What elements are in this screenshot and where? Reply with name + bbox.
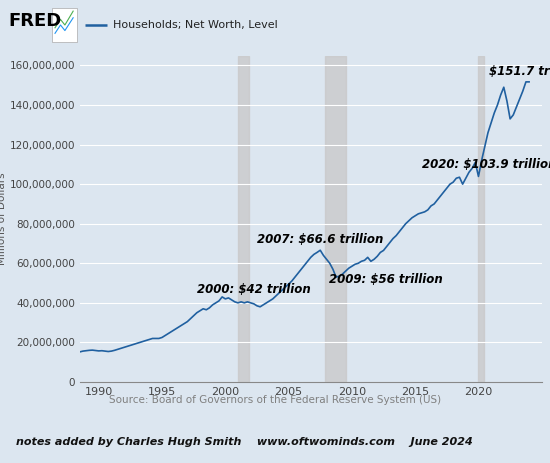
Text: 2000: $42 trillion: 2000: $42 trillion bbox=[197, 283, 311, 296]
Bar bbox=[478, 56, 483, 382]
Text: $151.7 trillion: $151.7 trillion bbox=[488, 65, 550, 78]
Bar bbox=[52, 8, 77, 42]
Y-axis label: Millions of Dollars: Millions of Dollars bbox=[0, 172, 7, 265]
Text: Households; Net Worth, Level: Households; Net Worth, Level bbox=[113, 20, 278, 30]
Text: 2009: $56 trillion: 2009: $56 trillion bbox=[329, 273, 443, 286]
Bar bbox=[238, 56, 249, 382]
Text: Source: Board of Governors of the Federal Reserve System (US): Source: Board of Governors of the Federa… bbox=[109, 394, 441, 405]
Text: notes added by Charles Hugh Smith    www.oftwominds.com    June 2024: notes added by Charles Hugh Smith www.of… bbox=[16, 437, 473, 447]
Text: FRED: FRED bbox=[8, 12, 62, 30]
Text: 2020: $103.9 trillion: 2020: $103.9 trillion bbox=[421, 158, 550, 171]
Bar bbox=[325, 56, 345, 382]
Text: 2007: $66.6 trillion: 2007: $66.6 trillion bbox=[257, 233, 383, 246]
